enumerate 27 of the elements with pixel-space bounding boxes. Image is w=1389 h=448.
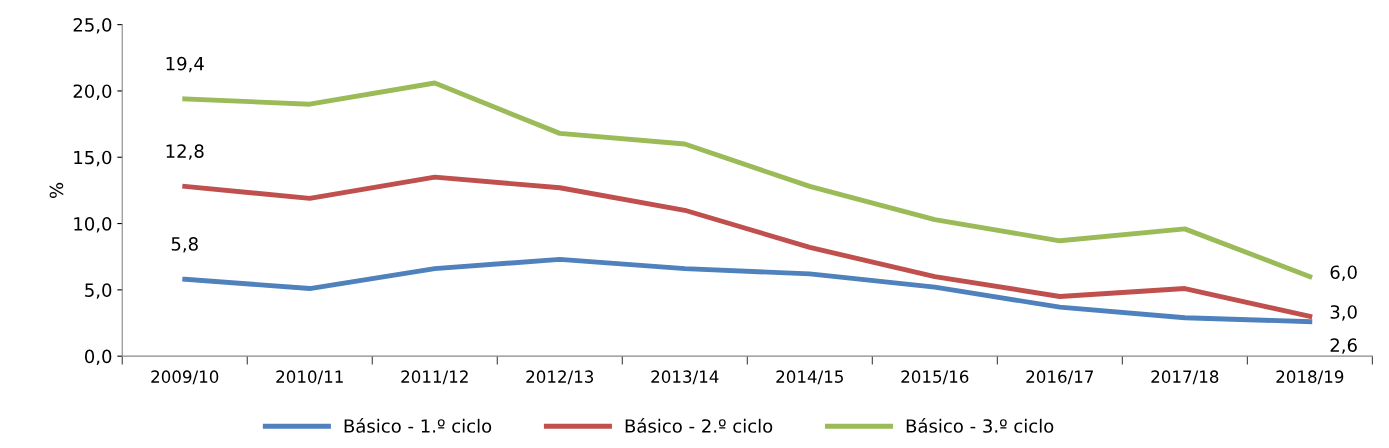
x-tick-label: 2015/16 — [901, 370, 969, 385]
x-tick-label: 2016/17 — [1026, 370, 1093, 385]
data-label: 19,4 — [166, 56, 204, 73]
x-tick-label: 2012/13 — [526, 370, 594, 385]
legend-label: Básico - 2.º ciclo — [625, 418, 773, 433]
data-label: 3,0 — [1330, 305, 1357, 321]
y-axis-title: % — [49, 182, 64, 198]
x-tick-label: 2017/18 — [1151, 370, 1219, 385]
x-tick-label: 2009/10 — [151, 370, 219, 385]
y-tick-label: 10,0 — [74, 217, 112, 233]
x-tick-label: 2014/15 — [776, 370, 843, 385]
line-series — [182, 256, 1313, 325]
y-tick-label: 5,0 — [85, 283, 112, 299]
y-tick-label: 0,0 — [84, 349, 112, 366]
y-tick-label: 15,0 — [74, 150, 112, 167]
x-tick-label: 2011/12 — [401, 370, 468, 385]
x-tick-label: 2013/14 — [651, 370, 719, 385]
data-label: 6,0 — [1330, 265, 1357, 281]
x-tick-label: 2010/11 — [276, 370, 343, 385]
y-tick-label: 25,0 — [73, 18, 112, 34]
legend-label: Básico - 1.º ciclo — [344, 418, 492, 433]
data-label: 5,8 — [171, 237, 198, 253]
data-label: 2,6 — [1330, 338, 1357, 354]
legend-label: Básico - 3.º ciclo — [906, 418, 1054, 433]
y-tick-label: 20,0 — [73, 84, 112, 100]
data-label: 12,8 — [166, 144, 204, 160]
x-tick-label: 2018/19 — [1276, 370, 1344, 385]
